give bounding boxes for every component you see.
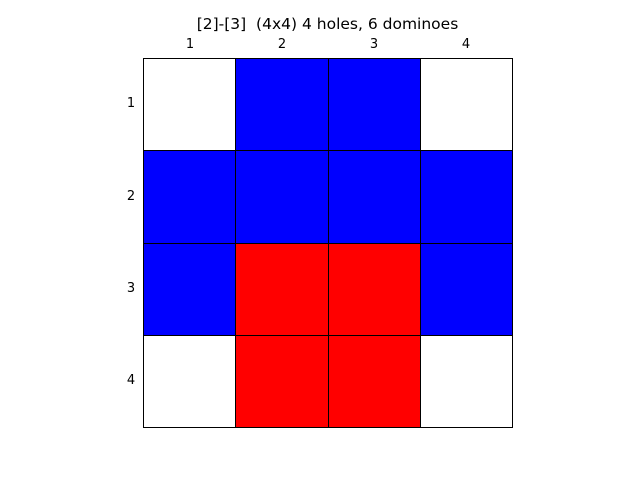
cell-r3-c1-blue [143, 242, 237, 336]
cell-r4-c4-hole [419, 334, 513, 428]
cell-r1-c4-hole [419, 58, 513, 152]
cell-r4-c3-red [327, 334, 421, 428]
row-label-1: 1 [126, 96, 136, 111]
column-label-2: 2 [277, 37, 287, 52]
row-label-2: 2 [126, 189, 136, 204]
figure-title: [2]-[3] (4x4) 4 holes, 6 dominoes [196, 15, 459, 33]
row-label-3: 3 [126, 281, 136, 296]
cell-r1-c2-blue [235, 58, 329, 152]
cell-r1-c1-hole [143, 58, 237, 152]
cell-r2-c2-blue [235, 150, 329, 244]
column-label-1: 1 [185, 37, 195, 52]
cell-r3-c3-red [327, 242, 421, 336]
cell-r2-c4-blue [419, 150, 513, 244]
cell-r4-c1-hole [143, 334, 237, 428]
game-board [143, 58, 513, 428]
cell-r4-c2-red [235, 334, 329, 428]
column-label-4: 4 [461, 37, 471, 52]
cell-r3-c2-red [235, 242, 329, 336]
cell-r3-c4-blue [419, 242, 513, 336]
row-label-4: 4 [126, 373, 136, 388]
cell-r2-c1-blue [143, 150, 237, 244]
cell-r2-c3-blue [327, 150, 421, 244]
cell-r1-c3-blue [327, 58, 421, 152]
column-label-3: 3 [369, 37, 379, 52]
